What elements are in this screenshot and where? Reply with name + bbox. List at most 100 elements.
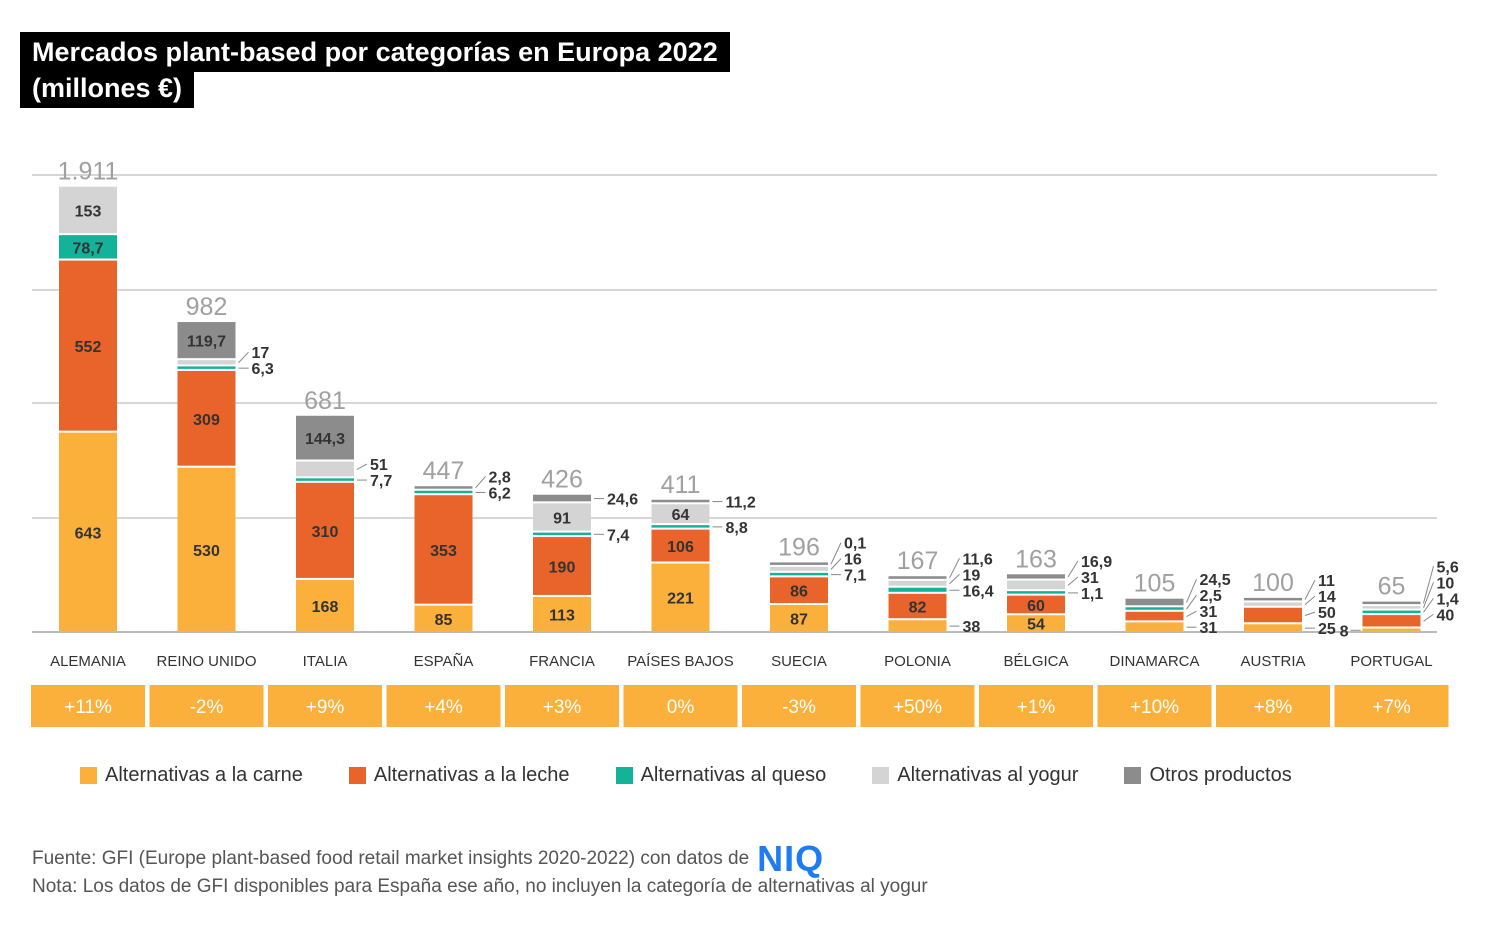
bar-segment-otros: [1362, 601, 1421, 605]
data-label: 31: [1200, 620, 1218, 637]
bar-segment-leche: [888, 593, 947, 619]
total-label: 167: [897, 547, 939, 575]
category-label: DINAMARCA: [1109, 653, 1199, 670]
legend-item-yogur: Alternativas al yogur: [872, 764, 1078, 787]
bar-segment-otros: [1244, 597, 1302, 601]
data-label: 353: [430, 543, 457, 560]
growth-box: [1216, 685, 1330, 727]
growth-box: [31, 685, 145, 727]
data-label: 153: [75, 203, 102, 220]
leader-line: [1304, 595, 1316, 605]
category-label: ALEMANIA: [50, 653, 126, 670]
data-label: 85: [435, 612, 453, 629]
data-label: 168: [312, 599, 339, 616]
bar-segment-leche: [770, 577, 828, 604]
legend-item-otros: Otros productos: [1124, 764, 1292, 787]
growth-box: [268, 685, 382, 727]
growth-label: +11%: [64, 697, 112, 718]
bar-segment-yogur: [1007, 580, 1065, 590]
data-label: 78,7: [72, 240, 103, 257]
bar-segment-leche: [533, 537, 591, 595]
bar-segment-carne: [1362, 628, 1421, 631]
legend-swatch: [348, 767, 366, 784]
total-label: 100: [1252, 569, 1294, 597]
data-label: 87: [790, 612, 808, 629]
chart-title: Mercados plant-based por categorías en E…: [20, 32, 730, 108]
bar-segment-queso: [533, 532, 591, 536]
data-label: 16,9: [1081, 554, 1112, 571]
total-label: 105: [1134, 570, 1176, 598]
bar-segment-leche: [1007, 595, 1065, 614]
data-label: 2,8: [489, 469, 511, 486]
data-label: 86: [790, 584, 808, 601]
legend-label: Alternativas al yogur: [897, 764, 1079, 786]
bar-segment-yogur: [770, 566, 828, 571]
leader-line: [1067, 560, 1079, 578]
growth-box: [505, 685, 619, 727]
growth-label: +10%: [1130, 697, 1179, 718]
category-label: AUSTRIA: [1240, 653, 1305, 670]
growth-box: [623, 685, 738, 727]
data-label: 31: [1081, 570, 1099, 587]
bar-segment-leche: [1125, 611, 1184, 621]
bar-segment-queso: [1007, 591, 1065, 594]
bar-segment-carne: [1125, 622, 1184, 631]
data-label: 310: [312, 524, 339, 541]
bar-segment-queso: [888, 587, 947, 592]
data-label: 82: [909, 600, 927, 617]
leader-line: [1423, 566, 1434, 604]
growth-box: [1097, 685, 1212, 727]
growth-label: +9%: [306, 697, 345, 718]
bar-segment-otros: [770, 562, 828, 565]
growth-label: 0%: [667, 697, 695, 718]
bar-segment-otros: [1125, 598, 1184, 606]
bar-segment-queso: [1125, 607, 1184, 610]
data-label: 11: [1318, 573, 1335, 590]
category-label: FRANCIA: [529, 653, 595, 670]
data-label: 7,7: [370, 473, 392, 490]
growth-label: +4%: [424, 697, 463, 718]
total-label: 426: [541, 466, 583, 494]
leader-line: [1186, 578, 1197, 603]
total-label: 982: [186, 293, 228, 321]
data-label: 24,6: [607, 492, 638, 509]
data-label: 91: [553, 510, 571, 527]
leader-line: [1304, 611, 1316, 616]
bar-segment-carne: [770, 605, 828, 631]
bar-segment-yogur: [1362, 606, 1421, 609]
bar-segment-leche: [1244, 607, 1302, 623]
data-label: 25: [1318, 621, 1336, 638]
data-label: 113: [549, 607, 575, 624]
category-label: ESPAÑA: [414, 653, 474, 670]
data-label: 24,5: [1200, 572, 1231, 589]
data-label: 144,3: [305, 431, 345, 448]
bar-segment-carne: [1007, 615, 1065, 631]
bar-segment-queso: [1362, 610, 1421, 614]
data-label: 530: [193, 543, 220, 560]
data-label: 7,1: [844, 568, 866, 585]
growth-label: +7%: [1372, 697, 1411, 718]
leader-line: [830, 542, 842, 565]
leader-line: [1186, 594, 1197, 610]
bar-segment-carne: [296, 579, 354, 631]
title-line-1: Mercados plant-based por categorías en E…: [20, 32, 730, 72]
growth-box: [149, 685, 264, 727]
data-label: 31: [1200, 604, 1218, 621]
leader-line: [949, 558, 960, 579]
bar-segment-yogur: [651, 504, 710, 524]
bar-segment-carne: [414, 605, 473, 631]
total-label: 447: [423, 457, 465, 485]
growth-label: +50%: [893, 697, 942, 718]
data-label: 38: [963, 619, 981, 636]
data-label: 5,6: [1437, 559, 1459, 576]
legend-swatch: [615, 767, 633, 784]
data-label: 2,5: [1200, 588, 1222, 605]
category-label: BÉLGICA: [1003, 653, 1068, 670]
category-label: REINO UNIDO: [156, 653, 256, 670]
total-label: 411: [661, 471, 701, 499]
legend-label: Alternativas a la carne: [105, 764, 303, 786]
data-label: 60: [1027, 598, 1045, 615]
bar-segment-leche: [296, 482, 354, 578]
growth-label: -3%: [782, 697, 816, 718]
